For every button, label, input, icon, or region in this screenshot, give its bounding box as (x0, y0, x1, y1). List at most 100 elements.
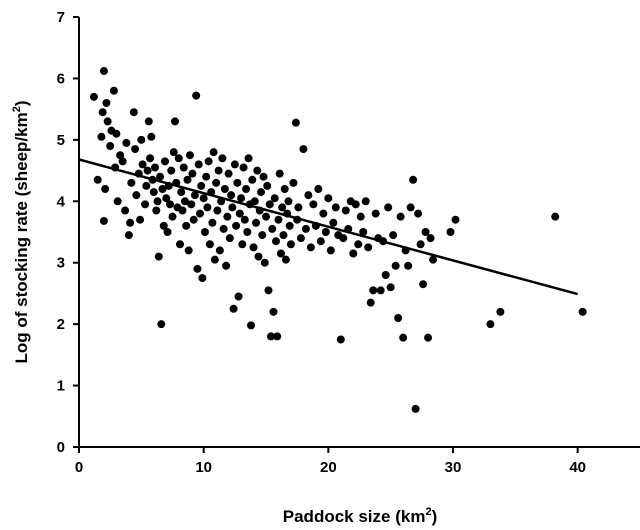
y-tick-label: 7 (57, 9, 65, 26)
data-point (243, 228, 252, 236)
data-point (404, 261, 413, 270)
data-point (223, 212, 232, 221)
data-point (230, 160, 239, 169)
data-point (286, 240, 295, 249)
x-tick-label: 40 (569, 459, 586, 476)
data-point (284, 197, 293, 206)
data-point (180, 197, 189, 206)
data-point (266, 332, 275, 341)
data-point (319, 209, 328, 218)
y-axis-title: Log of stocking rate (sheep/km2) (11, 100, 31, 363)
data-point (341, 206, 350, 215)
data-point (202, 172, 211, 181)
y-tick-label: 1 (57, 378, 65, 395)
x-axis-title-sup: 2 (425, 506, 431, 518)
data-point (146, 154, 155, 163)
points-group (89, 67, 587, 413)
data-point (396, 212, 405, 221)
data-point (219, 224, 228, 233)
data-point (359, 228, 368, 236)
data-point (161, 157, 170, 166)
data-point (141, 200, 150, 209)
data-point (189, 215, 198, 224)
data-point (280, 185, 289, 193)
data-point (109, 86, 118, 95)
data-point (204, 157, 213, 166)
data-point (93, 175, 102, 184)
x-tick-label: 10 (195, 459, 212, 476)
data-point (158, 185, 167, 193)
data-point (193, 264, 202, 273)
data-point (278, 203, 287, 212)
data-point (238, 240, 247, 249)
data-point (225, 234, 234, 243)
data-point (234, 292, 243, 301)
data-point (291, 118, 300, 127)
data-point (419, 280, 428, 289)
data-point (142, 181, 151, 190)
data-point (426, 234, 435, 243)
data-point (276, 249, 285, 258)
data-point (113, 197, 122, 206)
data-point (233, 178, 242, 187)
data-point (213, 206, 222, 215)
data-point (177, 188, 186, 197)
data-point (215, 246, 224, 255)
data-point (386, 283, 395, 292)
data-point (179, 163, 188, 172)
data-point (264, 286, 273, 295)
data-point (137, 135, 146, 144)
data-point (394, 314, 403, 322)
data-point (389, 231, 398, 240)
data-point (122, 138, 131, 147)
data-point (486, 320, 495, 329)
data-point (336, 335, 345, 344)
data-point (162, 194, 171, 203)
data-point (149, 188, 158, 197)
data-point (289, 178, 298, 187)
data-point (242, 185, 251, 193)
data-point (361, 197, 370, 206)
data-point (296, 234, 305, 243)
y-tick-label: 2 (57, 316, 65, 333)
y-tick-label: 0 (57, 439, 65, 456)
data-point (424, 333, 433, 342)
data-point (129, 108, 138, 117)
data-point (101, 185, 110, 193)
data-point (203, 203, 212, 212)
data-point (248, 175, 257, 184)
data-point (132, 191, 141, 200)
data-point (166, 200, 175, 209)
data-point (167, 166, 176, 175)
y-axis-title-end: ) (12, 100, 31, 106)
data-point (331, 203, 340, 212)
data-point (136, 215, 145, 224)
data-point (185, 151, 194, 160)
data-point (324, 194, 333, 203)
data-point (118, 157, 127, 166)
data-point (156, 172, 165, 181)
data-point (421, 228, 430, 236)
data-point (178, 206, 187, 215)
data-point (224, 169, 233, 178)
data-point (106, 142, 115, 150)
x-tick-label: 20 (320, 459, 337, 476)
data-point (369, 286, 378, 295)
data-point (127, 178, 136, 187)
data-point (194, 160, 203, 169)
data-point (170, 117, 179, 126)
data-point (252, 218, 261, 227)
data-point (406, 203, 415, 212)
data-point (446, 228, 455, 236)
data-point (138, 160, 147, 169)
data-point (262, 212, 270, 221)
data-point (199, 194, 208, 203)
data-point (147, 132, 156, 141)
y-axis-title-main: Log of stocking rate (sheep/km (12, 112, 31, 363)
data-point (208, 218, 217, 227)
data-point (195, 209, 204, 218)
data-point (414, 209, 423, 218)
data-point (131, 145, 140, 154)
data-point (299, 145, 308, 154)
data-point (275, 169, 284, 178)
